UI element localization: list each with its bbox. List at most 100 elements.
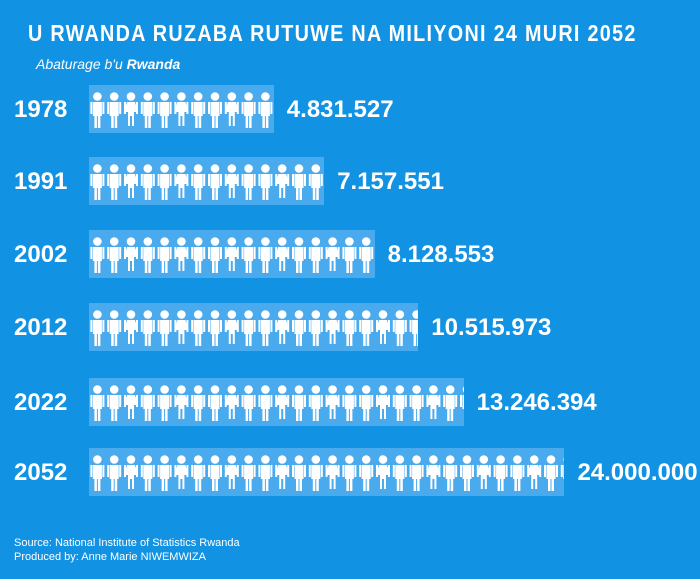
person-icon bbox=[376, 385, 390, 419]
person-icon bbox=[258, 237, 273, 273]
person-icon bbox=[392, 385, 407, 421]
person-icon bbox=[409, 455, 424, 491]
person-icon bbox=[124, 385, 138, 419]
person-icon bbox=[258, 455, 273, 491]
person-icon bbox=[241, 310, 256, 346]
person-icon bbox=[409, 310, 419, 346]
person-icon bbox=[275, 385, 290, 419]
person-icon bbox=[426, 455, 441, 489]
person-icon bbox=[426, 385, 441, 419]
person-icon bbox=[308, 455, 323, 491]
person-icon bbox=[191, 385, 206, 421]
person-icon bbox=[224, 455, 239, 489]
person-icon bbox=[191, 164, 206, 200]
row-1991: 1991 7.157.551 bbox=[0, 157, 700, 207]
person-icon bbox=[208, 385, 222, 421]
person-icon bbox=[224, 385, 239, 419]
person-icon bbox=[124, 455, 138, 489]
subtitle-bold: Rwanda bbox=[126, 56, 181, 72]
person-icon bbox=[124, 237, 138, 271]
population-value: 13.246.394 bbox=[476, 389, 597, 416]
population-value: 24.000.000 bbox=[577, 459, 698, 486]
person-icon bbox=[527, 455, 542, 489]
producer-note: Produced by: Anne Marie NIWEMWIZA bbox=[14, 551, 206, 563]
person-icon bbox=[90, 310, 105, 346]
year-label: 2002 bbox=[14, 241, 68, 268]
person-icon bbox=[224, 92, 239, 126]
person-icon bbox=[359, 455, 374, 491]
person-icon bbox=[258, 310, 273, 346]
person-icon bbox=[544, 455, 558, 491]
person-icon bbox=[476, 455, 491, 489]
person-icon bbox=[292, 164, 306, 200]
person-icon bbox=[376, 310, 390, 344]
person-icon bbox=[460, 455, 474, 491]
person-icon bbox=[443, 455, 458, 491]
row-2052: 2052 24.000.000 bbox=[0, 448, 700, 498]
person-icon bbox=[325, 310, 340, 344]
chart-subtitle: Abaturage b'u Rwanda bbox=[36, 56, 180, 72]
person-icon bbox=[275, 164, 290, 198]
person-icon bbox=[342, 385, 357, 421]
person-icon bbox=[376, 455, 390, 489]
year-label: 2022 bbox=[14, 389, 68, 416]
person-icon bbox=[510, 455, 525, 491]
person-icon bbox=[224, 237, 239, 271]
person-icon bbox=[140, 455, 155, 491]
population-value: 4.831.527 bbox=[286, 96, 394, 123]
row-2002: 2002 8.128.553 bbox=[0, 230, 700, 280]
population-bar bbox=[89, 157, 325, 205]
person-icon bbox=[392, 455, 407, 491]
person-icon bbox=[359, 310, 374, 346]
person-icon bbox=[208, 92, 222, 128]
population-value: 8.128.553 bbox=[387, 241, 495, 268]
person-icon bbox=[460, 386, 464, 409]
person-icon bbox=[140, 385, 155, 421]
person-icon bbox=[124, 164, 138, 198]
person-icon bbox=[90, 455, 105, 491]
person-icon bbox=[359, 385, 374, 421]
person-icon bbox=[157, 92, 172, 128]
person-icon bbox=[275, 237, 290, 271]
person-icon bbox=[224, 310, 239, 344]
person-icon bbox=[124, 92, 138, 126]
person-icon bbox=[157, 455, 172, 491]
person-icon bbox=[443, 385, 458, 421]
person-icon bbox=[292, 455, 306, 491]
population-bar bbox=[89, 448, 565, 496]
person-icon bbox=[157, 164, 172, 200]
person-icon bbox=[191, 455, 206, 491]
person-icon bbox=[342, 310, 357, 346]
person-icon bbox=[90, 237, 105, 273]
person-icon bbox=[241, 92, 256, 128]
person-icon bbox=[107, 164, 122, 200]
population-value: 7.157.551 bbox=[337, 168, 444, 195]
person-icon bbox=[258, 92, 273, 128]
person-icon bbox=[174, 385, 189, 419]
person-icon bbox=[560, 456, 565, 479]
person-icon bbox=[493, 455, 508, 491]
source-note: Source: National Institute of Statistics… bbox=[14, 537, 240, 549]
person-icon bbox=[191, 237, 206, 273]
person-icon bbox=[140, 92, 155, 128]
person-icon bbox=[258, 385, 273, 421]
person-icon bbox=[292, 385, 306, 421]
row-1978: 1978 4.831.527 bbox=[0, 85, 700, 135]
row-2012: 2012 10.515.973 bbox=[0, 303, 700, 353]
person-icon bbox=[107, 237, 122, 273]
person-icon bbox=[157, 237, 172, 273]
person-icon bbox=[342, 237, 357, 273]
person-icon bbox=[342, 455, 357, 491]
year-label: 1991 bbox=[14, 168, 68, 195]
year-label: 2012 bbox=[14, 314, 68, 341]
person-icon bbox=[174, 92, 189, 126]
person-icon bbox=[107, 385, 122, 421]
chart-title: U RWANDA RUZABA RUTUWE NA MILIYONI 24 MU… bbox=[28, 20, 637, 46]
population-bar bbox=[89, 230, 375, 278]
person-icon bbox=[241, 164, 256, 200]
person-icon bbox=[241, 455, 256, 491]
person-icon bbox=[292, 237, 306, 273]
person-icon bbox=[208, 164, 222, 200]
person-icon bbox=[258, 164, 273, 200]
subtitle-text: Abaturage b'u bbox=[36, 56, 127, 72]
